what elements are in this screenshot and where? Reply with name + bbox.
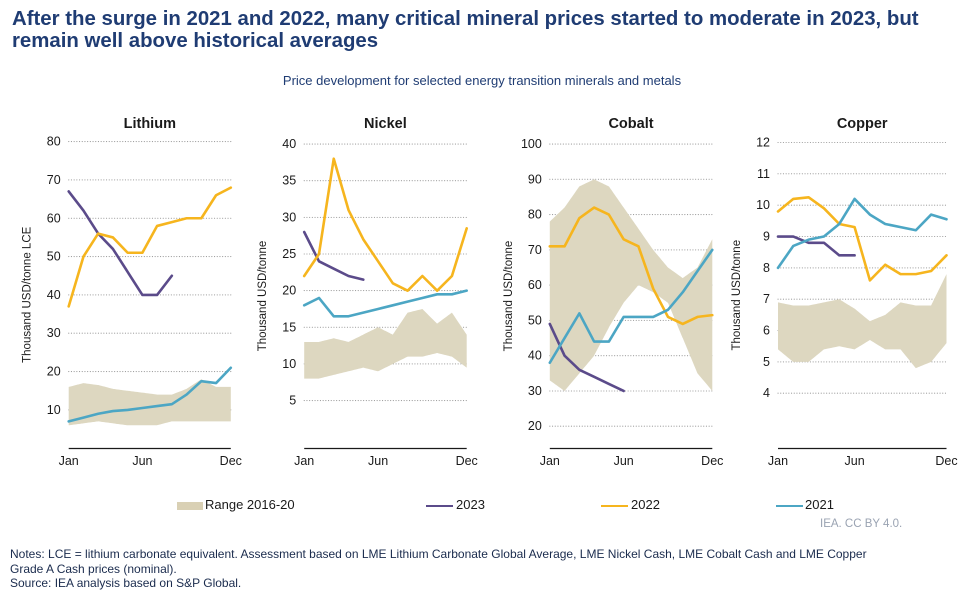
svg-text:50: 50 (47, 250, 61, 264)
svg-text:70: 70 (47, 173, 61, 187)
svg-text:8: 8 (763, 261, 770, 275)
svg-text:10: 10 (47, 403, 61, 417)
svg-text:6: 6 (763, 324, 770, 338)
svg-text:Thousand USD/tonne: Thousand USD/tonne (731, 240, 743, 351)
svg-text:Jun: Jun (845, 454, 865, 468)
svg-text:Jan: Jan (294, 454, 314, 468)
svg-text:12: 12 (756, 136, 770, 150)
svg-text:30: 30 (282, 210, 296, 224)
svg-text:Jan: Jan (540, 454, 560, 468)
svg-text:Copper: Copper (837, 116, 888, 132)
svg-text:Jun: Jun (132, 454, 152, 468)
svg-text:60: 60 (528, 278, 542, 292)
svg-text:Dec: Dec (220, 454, 242, 468)
svg-text:10: 10 (756, 198, 770, 212)
svg-text:30: 30 (528, 384, 542, 398)
svg-text:Jan: Jan (59, 454, 79, 468)
svg-text:10: 10 (282, 357, 296, 371)
svg-text:Jun: Jun (614, 454, 634, 468)
svg-text:50: 50 (528, 313, 542, 327)
svg-text:Dec: Dec (456, 454, 478, 468)
svg-text:35: 35 (282, 174, 296, 188)
svg-text:Dec: Dec (935, 454, 957, 468)
svg-text:5: 5 (289, 394, 296, 408)
svg-text:30: 30 (47, 326, 61, 340)
svg-text:70: 70 (528, 243, 542, 257)
svg-text:7: 7 (763, 292, 770, 306)
svg-text:40: 40 (47, 288, 61, 302)
svg-text:Dec: Dec (701, 454, 723, 468)
svg-text:90: 90 (528, 172, 542, 186)
svg-text:Thousand USD/tonne: Thousand USD/tonne (257, 241, 269, 352)
svg-text:Cobalt: Cobalt (608, 116, 653, 132)
svg-text:Nickel: Nickel (364, 116, 407, 132)
svg-text:20: 20 (47, 365, 61, 379)
svg-text:100: 100 (521, 137, 542, 151)
svg-text:80: 80 (47, 135, 61, 149)
svg-text:9: 9 (763, 230, 770, 244)
svg-text:Thousand USD/tonne LCE: Thousand USD/tonne LCE (22, 226, 34, 362)
svg-text:20: 20 (528, 419, 542, 433)
svg-text:60: 60 (47, 211, 61, 225)
svg-text:Thousand USD/tonne: Thousand USD/tonne (503, 241, 515, 352)
svg-text:20: 20 (282, 284, 296, 298)
svg-text:11: 11 (757, 167, 770, 181)
svg-text:40: 40 (282, 137, 296, 151)
svg-text:40: 40 (528, 349, 542, 363)
svg-text:Jan: Jan (768, 454, 788, 468)
svg-text:Lithium: Lithium (124, 116, 176, 132)
svg-text:5: 5 (763, 355, 770, 369)
svg-text:25: 25 (282, 247, 296, 261)
svg-text:80: 80 (528, 208, 542, 222)
svg-text:Jun: Jun (368, 454, 388, 468)
svg-text:4: 4 (763, 386, 770, 400)
svg-text:15: 15 (282, 320, 296, 334)
